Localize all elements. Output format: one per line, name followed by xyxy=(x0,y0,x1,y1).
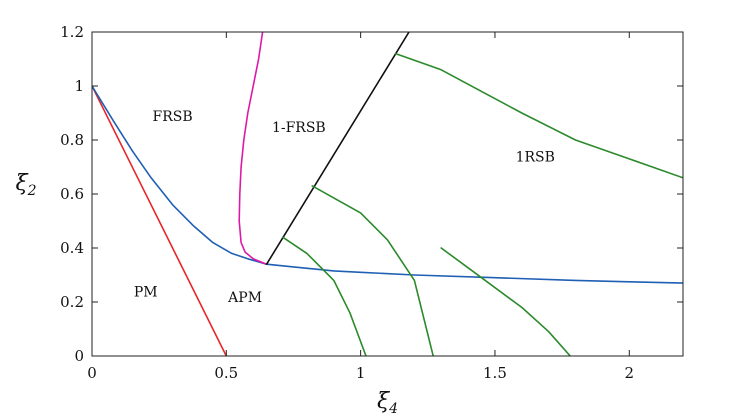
curve-3 xyxy=(265,32,410,265)
plot-frame xyxy=(91,31,684,357)
curve-5 xyxy=(311,185,434,356)
y-tick-label: 0.6 xyxy=(60,185,84,203)
curve-7 xyxy=(440,247,571,356)
region-label: APM xyxy=(227,290,262,306)
y-tick-label: 1.2 xyxy=(60,23,84,41)
ticks-layer xyxy=(91,31,683,357)
region-label: FRSB xyxy=(153,109,193,125)
y-tick-label: 0 xyxy=(74,347,84,365)
y-tick-label: 0.2 xyxy=(60,293,84,311)
curve-0 xyxy=(92,85,228,356)
x-axis-label: ξ4 xyxy=(377,389,398,417)
region-label: PM xyxy=(134,285,158,301)
x-tick-label: 0 xyxy=(87,364,97,382)
x-tick-label: 0.5 xyxy=(214,364,238,382)
curve-6 xyxy=(394,52,683,179)
y-tick-label: 1 xyxy=(74,77,84,95)
region-labels-layer: FRSB 1-FRSB 1RSB PM APM xyxy=(134,109,555,306)
x-tick-label: 1 xyxy=(356,364,366,382)
x-tick-label: 1.5 xyxy=(483,364,507,382)
region-label: 1RSB xyxy=(516,150,555,166)
curve-1 xyxy=(92,85,683,284)
x-tick-label: 2 xyxy=(624,364,634,382)
y-axis-label: ξ2 xyxy=(15,171,36,199)
curves-layer xyxy=(92,32,683,356)
curve-4 xyxy=(281,236,367,356)
region-label: 1-FRSB xyxy=(272,120,326,136)
curve-2 xyxy=(238,32,268,265)
tick-labels-layer: 0 0.5 1 1.5 2 0 0.2 0.4 0.6 0.8 1 1.2 xyxy=(60,23,634,382)
y-tick-label: 0.4 xyxy=(60,239,84,257)
y-tick-label: 0.8 xyxy=(60,131,84,149)
